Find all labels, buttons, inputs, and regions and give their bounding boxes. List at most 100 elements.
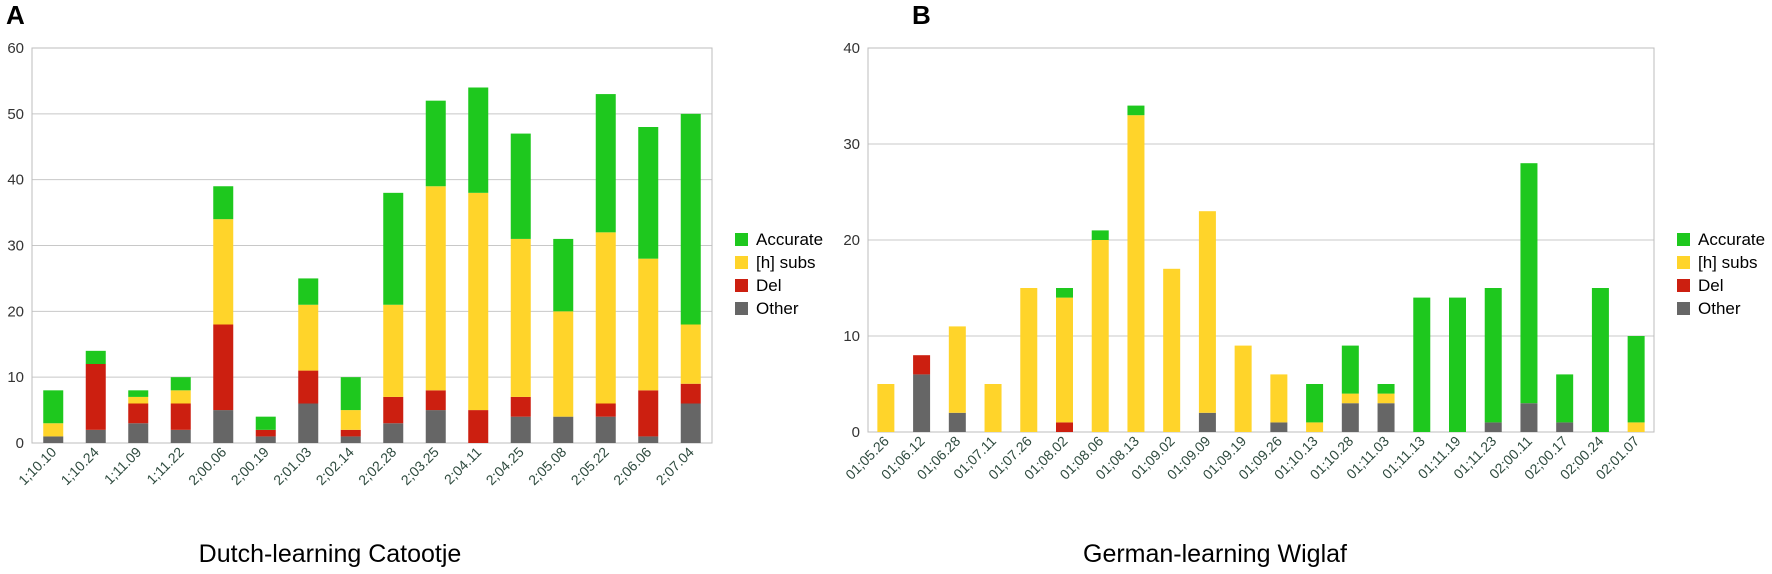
chart-a-bar-accurate [638,127,659,259]
chart-a-bar-other [85,429,106,443]
chart-b-bar-accurate [1377,384,1395,394]
chart-a-bar-other [213,410,234,443]
chart-b-bar-accurate [1341,345,1359,394]
chart-a-bar-del [383,396,404,424]
chart-a-bar-hsubs [638,258,659,391]
chart-b-legend-label: [h] subs [1698,253,1758,272]
chart-a-bar-hsubs [680,324,701,384]
chart-a-bar-del [510,396,531,417]
chart-b-bar-other [1484,422,1502,432]
chart-a-bar-hsubs [425,186,446,391]
chart-a-bar-other [43,436,64,443]
chart-a-xtick-label: 2;02.14 [313,444,357,488]
panel-a-letter: A [6,0,25,30]
chart-a-bar-other [383,423,404,443]
chart-a-xtick-label: 2;00.19 [228,444,272,488]
chart-b-bar-other [948,412,966,432]
chart-a-bar-other [510,416,531,443]
chart-a-xtick-label: 2;07.04 [653,444,697,488]
chart-a-ytick-label: 50 [7,106,24,123]
chart-a-bar-other [553,416,574,443]
chart-b-bar-hsubs [1377,393,1395,404]
chart-b-ytick-label: 30 [843,136,860,153]
chart-a-bar-other [298,403,319,443]
chart-a-bar-del [255,429,276,437]
panel-a-caption: Dutch-learning Catootje [198,540,462,568]
chart-b-bar-other [1377,403,1395,432]
chart-b-bar-hsubs [1627,422,1645,432]
chart-b-bar-del [1056,422,1073,432]
chart-a-legend-label: Del [756,276,782,295]
chart-b-bar-hsubs [984,384,1002,432]
chart-a-bar-other [638,436,659,443]
chart-a-bar-accurate [553,238,574,312]
panel-b-letter: B [912,0,931,30]
chart-a-bar-accurate [680,113,701,325]
chart-a-bar-hsubs [213,219,234,325]
chart-b-bar-accurate [1627,336,1645,423]
chart-a-xtick-label: 2;02.28 [355,444,399,488]
chart-b-legend-label: Other [1698,299,1741,318]
chart-a-xtick-label: 2;06.06 [610,444,654,488]
chart-a-bar-accurate [425,100,446,187]
chart-a-bar-hsubs [383,304,404,397]
chart-b-bar-hsubs [1306,422,1324,432]
chart-a-bar-hsubs [340,410,361,430]
chart-a-bar-other [128,423,149,443]
chart-a-bar-del [298,370,319,404]
chart-b-legend-swatch [1677,279,1690,292]
chart-a-bar-accurate [595,94,616,233]
chart-a-bar-hsubs [170,390,191,404]
chart-b-bar-hsubs [1127,115,1145,432]
chart-b-ytick-label: 20 [843,232,860,249]
chart-a-bar-del [638,390,659,437]
chart-a-bar-del [170,403,191,430]
chart-b-bar-del [913,355,931,375]
chart-b-bar-accurate [1591,288,1609,432]
chart-a-bar-accurate [468,87,489,193]
chart-a-bar-del [340,429,361,437]
chart-b-bar-hsubs [1091,240,1109,432]
chart-a-bar-hsubs [553,311,574,417]
chart-b-bar-hsubs [1198,211,1216,413]
chart-a-legend-swatch [735,302,748,315]
chart-a-xtick-label: 1;11.09 [101,444,145,488]
chart-b-bar-other [1341,403,1359,432]
chart-b-legend-label: Del [1698,276,1724,295]
chart-b-ytick-label: 10 [843,328,860,345]
chart-a-bar-del [85,364,106,430]
chart-a-bar-accurate [85,350,106,364]
chart-b-bar-other [1556,422,1574,432]
chart-a-xtick-label: 2;01.03 [270,444,314,488]
chart-b-bar-accurate [1484,288,1502,423]
chart-a-bar-accurate [213,186,234,220]
chart-a-xtick-label: 1;10.24 [58,444,102,488]
chart-a-bar-accurate [340,377,361,411]
chart-a-legend-label: Accurate [756,230,823,249]
chart-a-ytick-label: 60 [7,40,24,57]
chart-a-legend-swatch [735,256,748,269]
chart-b-ytick-label: 40 [843,40,860,57]
chart-a-bar-hsubs [298,304,319,371]
chart-a-xtick-label: 2;04.11 [441,444,485,488]
chart-a-xtick-label: 2;00.06 [185,444,229,488]
chart-a-bar-accurate [170,377,191,391]
chart-a-bar-del [595,403,616,417]
chart-a-xtick-label: 2;05.22 [568,444,612,488]
chart-a-xtick-label: 2;04.25 [483,444,527,488]
chart-b-ytick-label: 0 [852,424,860,441]
chart-a-bar-del [213,324,234,411]
chart-a-bar-accurate [298,278,319,305]
chart-b-bar-accurate [1556,374,1574,423]
chart-a-xtick-label: 2;03.25 [398,444,442,488]
panel-b-caption: German-learning Wiglaf [1083,540,1347,568]
chart-a-bar-accurate [510,133,531,239]
chart-a-bar-accurate [43,390,64,424]
chart-b-bar-hsubs [1056,297,1073,423]
chart-a-ytick-label: 20 [7,303,24,320]
chart-a-bar-other [595,416,616,443]
chart-a-bar-other [425,410,446,443]
chart-a-bar-accurate [383,192,404,305]
chart-a-legend-label: [h] subs [756,253,816,272]
chart-a-bar-accurate [128,390,149,397]
